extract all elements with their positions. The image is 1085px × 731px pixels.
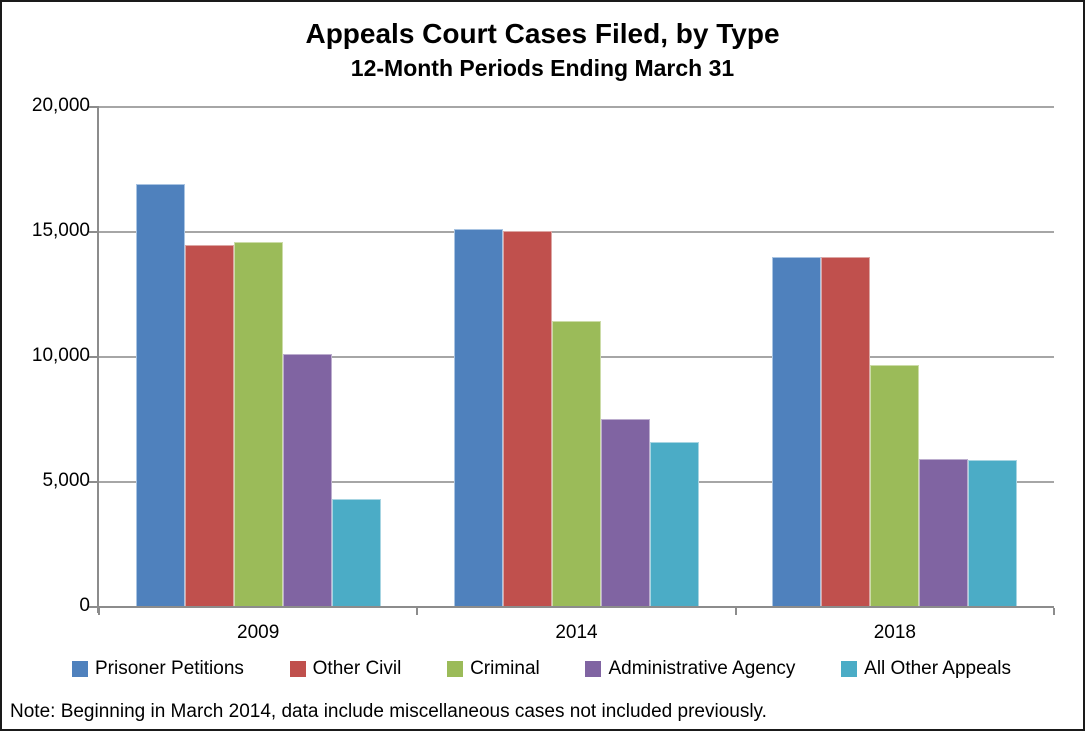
x-axis-label-2018: 2018 <box>873 622 916 643</box>
y-tick-0 <box>89 606 97 608</box>
bar-group-2018 <box>736 106 1054 606</box>
bar-other-civil-2018 <box>821 257 871 606</box>
legend-label: All Other Appeals <box>864 658 1011 679</box>
bar-administrative-agency-2014 <box>600 418 650 606</box>
x-tick-0 <box>98 608 100 615</box>
legend-item-criminal: Criminal <box>447 658 540 680</box>
bar-criminal-2014 <box>551 321 601 606</box>
plot-area <box>89 106 1055 615</box>
legend-item-prisoner-petitions: Prisoner Petitions <box>72 658 244 680</box>
bar-criminal-2009 <box>233 242 283 606</box>
legend: Prisoner Petitions Other Civil Criminal Adm… <box>72 658 1011 680</box>
y-tick-20000 <box>89 106 97 108</box>
bar-prisoner-petitions-2018 <box>772 257 822 606</box>
y-axis-label-15000: 15,000 <box>31 220 90 241</box>
y-axis-label-0: 0 <box>79 595 90 616</box>
x-axis-label-2009: 2009 <box>237 622 280 643</box>
x-tick-3 <box>1053 608 1055 615</box>
note-text: Note: Beginning in March 2014, data incl… <box>10 701 767 722</box>
bar-prisoner-petitions-2009 <box>135 183 185 606</box>
x-axis-line <box>97 606 1054 608</box>
legend-item-administrative-agency: Administrative Agency <box>585 658 795 680</box>
bar-prisoner-petitions-2014 <box>453 228 503 606</box>
chart-subtitle: 12-Month Periods Ending March 31 <box>350 55 735 81</box>
bar-other-civil-2014 <box>502 231 552 606</box>
bar-criminal-2018 <box>870 364 920 606</box>
bar-administrative-agency-2009 <box>282 353 332 606</box>
y-axis-label-5000: 5,000 <box>42 470 90 491</box>
legend-label: Criminal <box>470 658 540 679</box>
y-tick-10000 <box>89 356 97 358</box>
legend-item-other-civil: Other Civil <box>289 658 402 680</box>
bar-all-other-appeals-2009 <box>331 498 381 606</box>
bar-administrative-agency-2018 <box>919 458 969 606</box>
bar-other-civil-2009 <box>184 244 234 606</box>
bar-group-2009 <box>99 106 417 606</box>
y-tick-5000 <box>89 481 97 483</box>
legend-label: Other Civil <box>312 658 402 679</box>
legend-swatch-icon <box>841 661 858 677</box>
legend-swatch-icon <box>289 661 306 677</box>
x-tick-2 <box>734 608 737 615</box>
legend-swatch-icon <box>585 661 602 677</box>
bar-group-2014 <box>417 106 735 606</box>
bar-all-other-appeals-2014 <box>649 442 699 606</box>
y-axis-line <box>97 106 99 613</box>
x-tick-1 <box>416 608 419 615</box>
gridline-15000 <box>99 231 1054 233</box>
y-axis-label-10000: 10,000 <box>31 345 90 366</box>
legend-swatch-icon <box>447 661 464 677</box>
y-axis-label-20000: 20,000 <box>31 95 90 116</box>
legend-label: Prisoner Petitions <box>95 658 244 679</box>
chart-title: Appeals Court Cases Filed, by Type <box>305 18 780 49</box>
legend-label: Administrative Agency <box>608 658 796 679</box>
legend-item-all-other-appeals: All Other Appeals <box>841 658 1011 680</box>
y-tick-15000 <box>89 231 97 233</box>
x-axis-label-2014: 2014 <box>555 622 598 643</box>
legend-swatch-icon <box>72 661 88 677</box>
gridline-20000 <box>99 106 1054 108</box>
bar-all-other-appeals-2018 <box>968 459 1018 606</box>
